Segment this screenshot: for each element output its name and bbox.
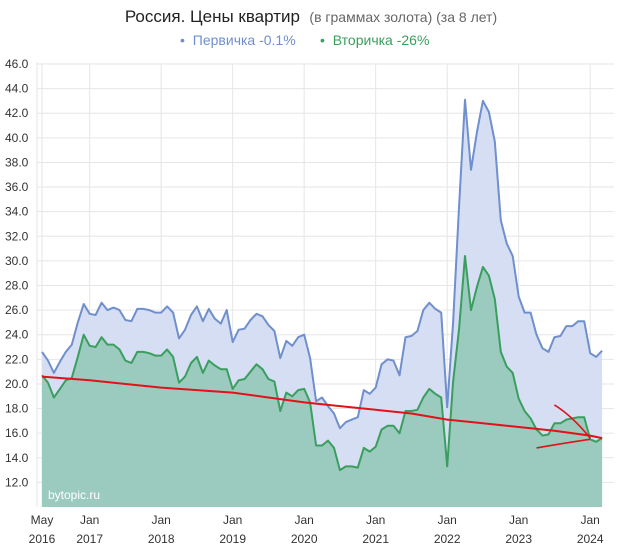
legend-marker-primary: • [180, 32, 185, 48]
legend-marker-secondary: • [320, 32, 325, 48]
y-tick-label: 26.0 [5, 303, 29, 317]
x-tick-label: May [31, 513, 54, 527]
x-tick-year: 2024 [577, 532, 604, 546]
x-tick-year: 2017 [76, 532, 103, 546]
x-tick-label: Jan [437, 513, 456, 527]
legend-label-secondary: Вторичка -26% [333, 32, 430, 48]
line-secondary [41, 255, 603, 472]
series-areas [41, 98, 603, 507]
chart-title: Россия. Цены квартир (в граммах золота) … [125, 7, 497, 26]
x-tick-label: Jan [580, 513, 599, 527]
x-tick-label: Jan [366, 513, 385, 527]
chart-title-main: Россия. Цены квартир [125, 7, 300, 26]
x-tick-year: 2020 [291, 532, 318, 546]
y-tick-label: 44.0 [5, 82, 29, 96]
trend-line [41, 375, 603, 440]
area-secondary [42, 256, 603, 507]
x-tick-label: Jan [509, 513, 528, 527]
y-tick-label: 28.0 [5, 279, 29, 293]
y-tick-label: 20.0 [5, 377, 29, 391]
legend: • Первичка -0.1% • Вторичка -26% [180, 32, 429, 48]
y-tick-label: 40.0 [5, 131, 29, 145]
axis-ticks: 12.0 14.0 16.0 18.0 20.0 22.0 24.0 26.0 28.0 30.0… [5, 57, 604, 546]
x-tick-label: Jan [151, 513, 170, 527]
x-tick-year: 2021 [362, 532, 389, 546]
legend-label-primary: Первичка -0.1% [193, 32, 296, 48]
legend-item-primary[interactable]: • Первичка -0.1% [180, 32, 296, 48]
y-tick-label: 32.0 [5, 229, 29, 243]
watermark: bytopic.ru [48, 488, 100, 502]
y-tick-label: 30.0 [5, 254, 29, 268]
x-tick-year: 2016 [29, 532, 56, 546]
y-tick-label: 16.0 [5, 426, 29, 440]
x-tick-year: 2018 [148, 532, 175, 546]
y-tick-label: 38.0 [5, 155, 29, 169]
x-tick-label: Jan [80, 513, 99, 527]
y-tick-label: 18.0 [5, 402, 29, 416]
x-tick-label: Jan [223, 513, 242, 527]
line-primary [41, 98, 603, 430]
y-tick-label: 24.0 [5, 328, 29, 342]
y-tick-label: 42.0 [5, 106, 29, 120]
legend-item-secondary[interactable]: • Вторичка -26% [320, 32, 429, 48]
y-tick-label: 36.0 [5, 180, 29, 194]
annotation-arrow [536, 438, 591, 449]
y-tick-label: 12.0 [5, 475, 29, 489]
chart-title-sub: (в граммах золота) (за 8 лет) [309, 9, 497, 25]
annotation-arrow [553, 404, 591, 439]
x-tick-label: Jan [294, 513, 313, 527]
x-tick-year: 2023 [505, 532, 532, 546]
x-tick-year: 2019 [219, 532, 246, 546]
x-tick-year: 2022 [434, 532, 461, 546]
y-tick-label: 34.0 [5, 205, 29, 219]
y-tick-label: 46.0 [5, 57, 29, 71]
y-tick-label: 22.0 [5, 352, 29, 366]
y-tick-label: 14.0 [5, 451, 29, 465]
